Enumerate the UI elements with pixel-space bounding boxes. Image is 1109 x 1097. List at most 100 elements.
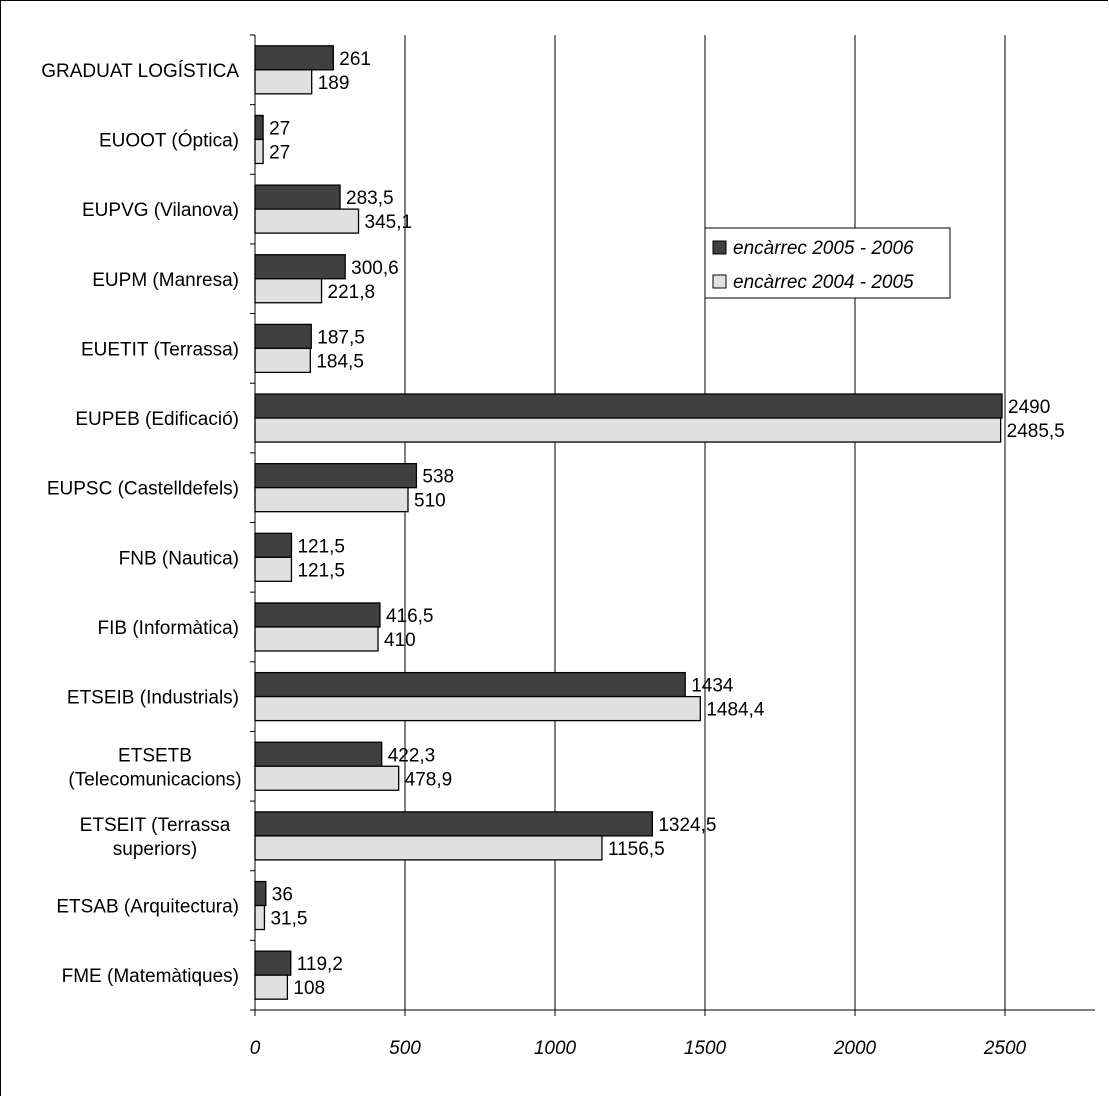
axes — [250, 34, 1095, 1016]
legend: encàrrec 2005 - 2006 encàrrec 2004 - 2005 — [704, 227, 951, 299]
category-label-line: FNB (Nautica) — [119, 548, 239, 569]
category-label: FME (Matemàtiques) — [62, 966, 239, 987]
data-label: 121,5 — [297, 560, 345, 581]
data-label: 1434 — [691, 676, 734, 697]
bar — [254, 393, 1003, 419]
category-label-line: ETSEIB (Industrials) — [67, 688, 239, 709]
bars — [254, 45, 1003, 1000]
bar — [254, 45, 334, 71]
category-label-line: EUPM (Manresa) — [92, 270, 239, 291]
category-label: ETSETB (Telecomunicacions) — [68, 745, 241, 790]
bar — [254, 69, 313, 95]
data-label: 1156,5 — [608, 839, 665, 860]
category-label-line: EUPEB (Edificació) — [75, 409, 239, 430]
category-label: EUETIT (Terrassa) — [81, 339, 239, 360]
x-tick-label: 500 — [389, 1038, 421, 1059]
bar — [254, 811, 654, 837]
data-label: 221,8 — [328, 282, 376, 303]
data-label: 108 — [293, 978, 325, 999]
category-label-line: ETSEIT (Terrassa — [80, 815, 231, 836]
data-label: 121,5 — [297, 536, 345, 557]
data-label: 283,5 — [346, 188, 394, 209]
data-label: 410 — [384, 630, 416, 651]
bar — [254, 556, 293, 582]
bar — [254, 626, 379, 652]
category-label-line: ETSETB — [118, 745, 192, 766]
bar — [254, 532, 293, 558]
grid-lines — [404, 35, 1006, 1010]
data-label: 478,9 — [405, 769, 453, 790]
bar — [254, 835, 603, 861]
category-label-line: superiors) — [113, 839, 197, 860]
data-label: 31,5 — [270, 909, 307, 930]
category-label: ETSEIB (Industrials) — [67, 688, 239, 709]
category-label-line: GRADUAT LOGÍSTICA — [41, 61, 239, 82]
data-label: 510 — [414, 491, 446, 512]
data-label: 27 — [269, 142, 290, 163]
bar — [254, 671, 686, 698]
category-label: EUPSC (Castelldefels) — [47, 479, 239, 500]
data-label: 422,3 — [388, 745, 436, 766]
bar — [254, 602, 381, 628]
bar — [254, 487, 409, 513]
data-label: 189 — [318, 73, 350, 94]
legend-label: encàrrec 2004 - 2005 — [733, 272, 914, 293]
data-label: 187,5 — [317, 327, 365, 348]
bar — [254, 254, 346, 280]
category-label: GRADUAT LOGÍSTICA — [41, 61, 239, 82]
category-label-line: EUPSC (Castelldefels) — [47, 479, 239, 500]
category-label: EUPEB (Edificació) — [75, 409, 239, 430]
legend-swatch — [712, 274, 727, 289]
x-tick-label: 0 — [250, 1038, 261, 1059]
category-label-line: FME (Matemàtiques) — [62, 966, 239, 987]
category-label: ETSEIT (Terrassa superiors) — [80, 815, 231, 860]
x-tick-label: 2000 — [833, 1038, 877, 1059]
bar — [254, 765, 400, 791]
bar — [254, 695, 701, 722]
bar — [254, 974, 289, 1000]
bar — [254, 880, 267, 907]
x-tick-label: 2500 — [983, 1038, 1027, 1059]
x-tick-labels: 0 500 1000 1500 2000 2500 — [250, 1038, 1027, 1059]
category-label-line: EUETIT (Terrassa) — [81, 339, 239, 360]
bar — [254, 184, 341, 210]
data-label: 27 — [269, 118, 290, 139]
data-label: 119,2 — [297, 954, 343, 975]
data-label: 1324,5 — [658, 815, 716, 836]
data-labels: 261 189 27 27 283,5 345,1 300,6 221,8 187,5 184,5… — [269, 49, 1065, 999]
data-label: 538 — [422, 467, 454, 488]
legend-box — [704, 227, 951, 299]
data-label: 184,5 — [316, 351, 364, 372]
bar — [254, 323, 312, 350]
bar — [254, 208, 360, 234]
data-label: 1484,4 — [706, 700, 765, 721]
bar — [254, 950, 292, 976]
bar — [254, 114, 264, 141]
bar — [254, 138, 264, 165]
category-label-line: EUPVG (Vilanova) — [82, 200, 239, 221]
category-label-line: ETSAB (Arquitectura) — [56, 897, 239, 918]
data-label: 261 — [339, 49, 371, 70]
data-label: 345,1 — [365, 212, 413, 233]
data-label: 300,6 — [351, 258, 399, 279]
category-label: EUPVG (Vilanova) — [82, 200, 239, 221]
category-label: EUOOT (Óptica) — [99, 129, 239, 151]
category-labels: GRADUAT LOGÍSTICA EUOOT (Óptica) EUPVG (Vi… — [41, 61, 241, 987]
legend-label: encàrrec 2005 - 2006 — [733, 238, 914, 259]
bar — [254, 741, 383, 767]
data-label: 2485,5 — [1007, 421, 1065, 442]
category-label: EUPM (Manresa) — [92, 270, 239, 291]
category-label: FIB (Informàtica) — [98, 618, 239, 639]
data-label: 2490 — [1008, 397, 1050, 418]
legend-swatch — [712, 240, 727, 255]
bar — [254, 417, 1002, 443]
bar — [254, 278, 323, 304]
category-label-line: EUOOT (Óptica) — [99, 129, 239, 151]
category-label-line: (Telecomunicacions) — [68, 769, 241, 790]
data-label: 36 — [272, 885, 293, 906]
bar — [254, 347, 311, 374]
bar — [254, 904, 266, 931]
category-label-line: FIB (Informàtica) — [98, 618, 239, 639]
x-tick-label: 1000 — [534, 1038, 577, 1059]
